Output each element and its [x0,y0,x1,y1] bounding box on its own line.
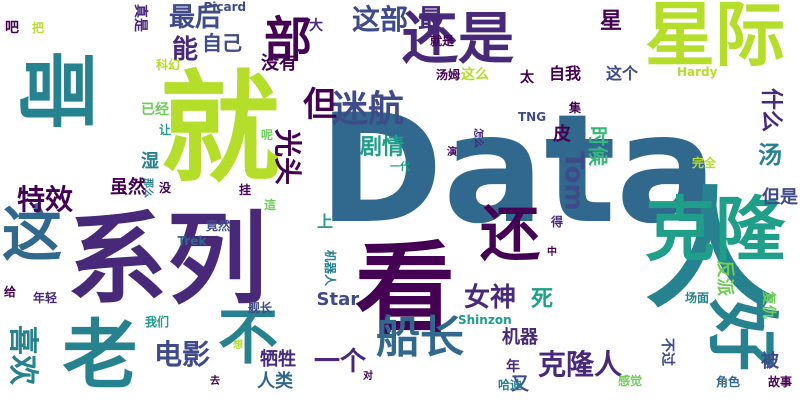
cloud-word-word-58: 复仇 [760,291,776,319]
cloud-word-word-82: 這 [264,198,277,212]
cloud-word-word-8: 星际 [645,0,785,76]
cloud-word-word-92: 想 [233,340,243,351]
cloud-word-word-48: 上 [317,212,334,231]
cloud-word-word-85: 中 [547,247,557,258]
cloud-word-picard: Picard [203,0,247,14]
cloud-word-word-69: 科幻 [156,58,181,72]
cloud-word-word-31: 一个 [314,347,367,377]
cloud-word-word-34: 没有 [261,53,297,74]
cloud-word-word-14: 不 [218,303,278,373]
cloud-word-word-47: 机器 [502,327,538,348]
cloud-word-word-9: 老 [62,310,138,399]
cloud-word-shinzon: Shinzon [458,313,512,327]
cloud-word-word-98: 故事 [768,375,793,389]
cloud-word-word-74: 怎么 [472,128,483,148]
cloud-word-word-94: 对 [363,371,373,382]
cloud-word-word-78: 完全 [692,156,717,170]
cloud-word-word-56: 汤姆 [436,68,461,82]
cloud-word-star: Star [316,289,360,310]
cloud-word-word-88: 年轻 [33,291,58,305]
cloud-word-word-59: 太 [520,70,534,86]
cloud-word-word-39: 人类 [257,371,293,392]
cloud-word-word-80: 没 [159,181,172,195]
cloud-word-word-42: 但是 [762,187,798,208]
cloud-word-word-5: 就 [160,60,280,199]
cloud-word-word-2: 看 [355,231,455,348]
cloud-word-word-95: 哈迪 [498,378,523,392]
cloud-word-word-67: 把 [32,21,45,35]
cloud-word-word-93: 去 [210,376,220,387]
cloud-word-word-38: 死 [531,287,554,312]
cloud-word-word-33: 剧情 [360,135,405,160]
cloud-word-word-84: 得 [551,215,564,229]
cloud-word-word-6: 克隆 [645,189,785,271]
cloud-word-word-75: 演 [447,147,457,158]
cloud-word-word-96: 感觉 [618,374,643,388]
cloud-word-word-70: 就是 [430,34,455,48]
cloud-word-word-16: 船长 [376,312,464,363]
cloud-word-word-15: 部 [264,12,313,68]
cloud-word-word-32: 光头 [271,128,305,186]
cloud-word-word-89: 舰长 [248,301,273,315]
cloud-word-word-24: 最后 [169,3,222,33]
cloud-word-word-50: 又 [511,374,529,395]
cloud-word-tom: Tom [558,151,589,211]
cloud-word-word-79: 那么 [142,178,153,198]
cloud-word-word-81: 挂 [239,183,252,197]
cloud-word-word-26: 喜欢 [5,325,40,385]
cloud-word-word-51: 年 [506,359,520,375]
cloud-word-word-46: 虽然 [110,177,146,198]
cloud-word-word-29: 自己 [202,31,242,55]
cloud-word-word-28: 特效 [17,183,74,216]
cloud-word-word-12: 还 [480,200,540,270]
cloud-word-word-83: 竟然 [206,219,231,233]
cloud-word-word-87: 给 [4,285,17,299]
cloud-word-hardy: Hardy [677,65,718,79]
cloud-word-word-66: 吧 [5,20,19,36]
cloud-word-tng: TNG [518,110,547,124]
cloud-word-word-60: 不过 [659,338,675,366]
cloud-word-word-72: 呢 [261,128,274,142]
cloud-word-word-17: 迷航 [332,89,405,130]
cloud-word-word-41: 反派 [714,260,735,296]
cloud-word-word-40: 牺牲 [260,349,296,370]
cloud-word-word-23: 能 [172,35,199,65]
cloud-word-word-43: 被 [761,351,779,372]
cloud-word-word-68: 真是 [132,4,148,32]
cloud-word-data: Data [318,83,718,257]
cloud-word-word-4: 人 [645,174,776,326]
cloud-word-word-21: 女神 [464,283,517,313]
cloud-word-word-25: 最 [418,5,445,35]
cloud-word-word-77: 觉得 [453,180,478,194]
cloud-word-word-86: 机器人 [323,249,338,287]
cloud-word-word-3: 系列 [67,201,267,318]
cloud-word-word-30: 星 [600,9,623,34]
cloud-word-word-52: 自我 [549,64,582,83]
cloud-word-word-54: 这么 [461,67,489,83]
cloud-word-word-45: 湿 [141,151,159,172]
cloud-word-trek: Trek [177,234,207,248]
cloud-word-word-22: 但 [303,85,337,125]
cloud-word-word-35: 什么 [758,87,784,133]
cloud-word-word-91: 我们 [145,315,170,329]
cloud-word-word-18: 这部 [352,3,409,36]
cloud-word-word-53: 这个 [606,64,639,83]
cloud-word-word-44: 皮 [553,124,571,145]
cloud-word-word-19: 克隆人 [538,348,623,381]
cloud-word-word-55: 大 [309,18,323,34]
cloud-word-word-20: 电影 [154,338,211,371]
cloud-word-word-10: 还是 [402,7,514,72]
cloud-word-word-13: 这 [2,200,62,270]
cloud-word-word-11: 哥 [9,50,102,130]
cloud-word-word-73: 集 [569,101,582,115]
cloud-word-word-97: 角色 [716,375,741,389]
cloud-word-word-76: 一代 [390,162,410,173]
cloud-word-word-37: 汤 [758,141,782,169]
cloud-word-word-90: 场面 [685,291,710,305]
cloud-word-word-71: 让 [159,123,172,137]
cloud-word-word-36: 时候 [586,126,610,166]
cloud-word-word-57: 已经 [141,102,169,118]
